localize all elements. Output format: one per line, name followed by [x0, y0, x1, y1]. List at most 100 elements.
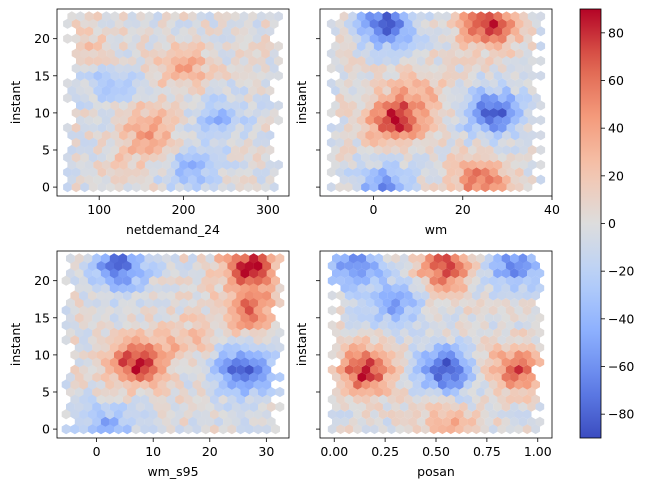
hex-cell	[218, 182, 227, 193]
hex-cell	[118, 327, 128, 338]
hex-cell	[326, 122, 336, 133]
hex-cell	[416, 130, 426, 141]
hex-cell	[335, 18, 345, 29]
hex-cell	[450, 253, 460, 264]
hex-cell	[425, 268, 434, 279]
hex-cell	[327, 305, 337, 316]
hex-cell	[502, 174, 511, 185]
hex-cell	[501, 312, 511, 323]
hex-cell	[536, 70, 546, 81]
hex-cell	[149, 182, 158, 193]
hex-cell	[93, 144, 102, 156]
hex-cell	[135, 283, 145, 294]
hex-cell	[450, 327, 460, 338]
hex-cell	[74, 342, 84, 353]
hex-cell	[391, 312, 400, 323]
hex-cell	[412, 137, 422, 148]
hex-cell	[110, 115, 120, 126]
x-tick-label: 300	[256, 202, 280, 217]
hex-cell	[205, 70, 214, 81]
hex-cell	[348, 11, 357, 22]
hex-cell	[92, 297, 102, 309]
hex-cell	[244, 275, 254, 286]
hex-cell	[166, 305, 176, 316]
hex-cell	[162, 159, 171, 170]
hex-cell	[361, 18, 370, 29]
hex-cell	[96, 320, 106, 331]
hex-cell	[373, 145, 383, 155]
hex-cell	[467, 372, 477, 383]
hex-cell	[476, 100, 486, 111]
hex-cell	[105, 305, 115, 316]
hex-cell	[101, 144, 111, 156]
hex-cell	[391, 145, 400, 155]
hex-cell	[395, 122, 404, 133]
hex-cell	[269, 182, 279, 193]
hex-cell	[378, 18, 387, 29]
hex-cell	[497, 182, 507, 193]
hex-cell	[183, 290, 193, 301]
hex-cell	[493, 268, 502, 279]
hex-cell	[262, 290, 272, 301]
hex-cell	[183, 182, 193, 193]
hex-cell	[175, 364, 184, 375]
hex-cell	[514, 349, 523, 360]
colorbar-tick-label: −40	[608, 311, 634, 326]
hex-cell	[459, 100, 469, 111]
hex-cell	[514, 424, 523, 435]
hex-cell	[135, 372, 145, 383]
hex-cell	[235, 152, 245, 163]
hex-cell	[332, 372, 341, 383]
hex-cell	[382, 11, 392, 22]
hex-cell	[531, 335, 540, 345]
hex-cell	[387, 364, 396, 375]
hex-cell	[382, 387, 392, 397]
hex-cell	[84, 41, 94, 52]
hex-cell	[522, 394, 532, 405]
hex-cell	[205, 174, 214, 185]
hex-cell	[192, 305, 202, 316]
hex-cell	[450, 115, 460, 126]
hex-cell	[373, 115, 383, 126]
hex-cell	[175, 334, 184, 346]
hex-cell	[132, 122, 141, 133]
hex-cell	[387, 379, 396, 390]
hex-cell	[214, 327, 224, 338]
hex-cell	[438, 63, 447, 74]
hex-cell	[370, 320, 379, 331]
hex-cell	[231, 26, 240, 37]
hex-cell	[382, 55, 392, 66]
hex-cell	[70, 305, 80, 316]
hex-cell	[114, 290, 123, 301]
hex-cell	[382, 253, 392, 264]
hex-cell	[425, 41, 434, 52]
hex-cell	[249, 283, 259, 294]
hex-cell	[252, 63, 262, 74]
hex-cell	[378, 63, 387, 74]
hex-cell	[76, 100, 85, 111]
hex-cell	[201, 379, 211, 390]
hex-cell	[467, 268, 477, 279]
hex-cell	[326, 182, 336, 193]
hex-cell	[153, 100, 163, 111]
hex-cell	[412, 167, 422, 178]
hex-cell	[71, 107, 81, 118]
hex-cell	[196, 70, 206, 81]
hex-cell	[387, 320, 396, 331]
hex-cell	[148, 424, 158, 435]
hex-cell	[395, 305, 405, 316]
hex-cell	[61, 379, 71, 390]
hex-cell	[157, 107, 167, 118]
hex-cell	[395, 424, 405, 435]
hex-cell	[366, 327, 375, 338]
hex-cell	[450, 174, 460, 185]
hex-cell	[536, 145, 546, 155]
hex-cell	[472, 78, 481, 89]
hex-cell	[527, 130, 537, 141]
hex-cell	[339, 130, 349, 141]
hex-cell	[248, 159, 258, 170]
hex-cell	[357, 253, 367, 264]
hex-cell	[425, 327, 434, 338]
hex-cell	[149, 137, 158, 148]
hex-cell	[476, 372, 485, 383]
